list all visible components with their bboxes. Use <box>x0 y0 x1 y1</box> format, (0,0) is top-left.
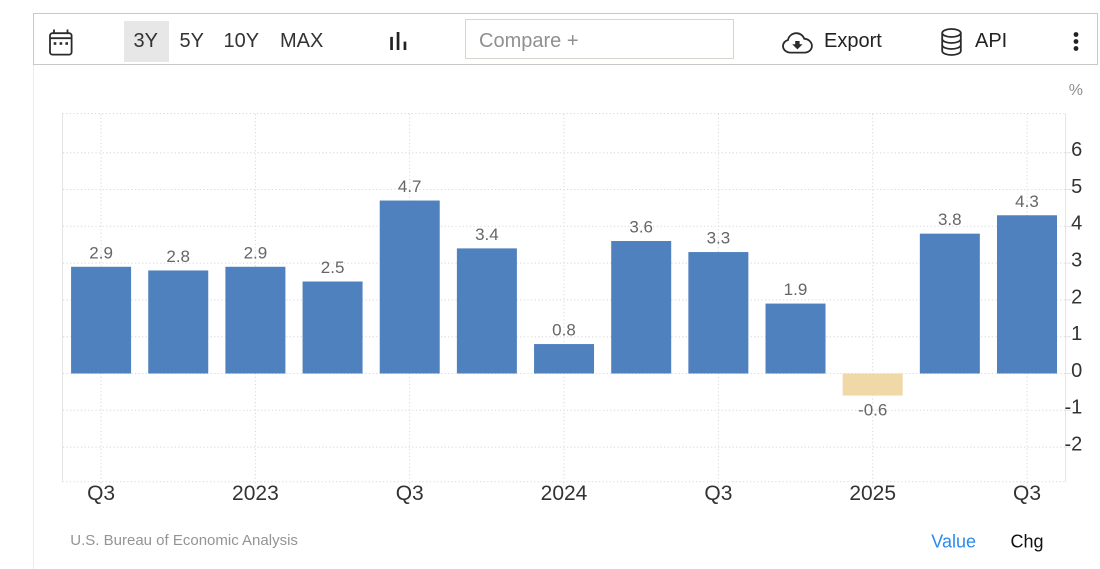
svg-text:2023: 2023 <box>232 482 279 505</box>
svg-text:3.3: 3.3 <box>707 229 731 248</box>
svg-text:Value: Value <box>931 532 976 552</box>
svg-text:5: 5 <box>1071 176 1082 198</box>
svg-text:3.6: 3.6 <box>629 218 653 237</box>
svg-text:-1: -1 <box>1065 397 1083 419</box>
svg-text:3.8: 3.8 <box>938 210 962 229</box>
svg-text:2024: 2024 <box>541 482 588 505</box>
svg-text:4.7: 4.7 <box>398 177 422 196</box>
svg-text:Q3: Q3 <box>396 482 424 505</box>
svg-text:3.4: 3.4 <box>475 225 499 244</box>
svg-text:2.8: 2.8 <box>166 247 190 266</box>
svg-text:-0.6: -0.6 <box>858 401 887 420</box>
svg-text:0: 0 <box>1071 360 1082 382</box>
svg-text:3: 3 <box>1071 250 1082 272</box>
svg-text:4.3: 4.3 <box>1015 192 1039 211</box>
svg-text:Q3: Q3 <box>87 482 115 505</box>
svg-text:2.5: 2.5 <box>321 258 345 277</box>
svg-text:2: 2 <box>1071 286 1082 308</box>
svg-text:1: 1 <box>1071 323 1082 345</box>
svg-text:0.8: 0.8 <box>552 321 576 340</box>
svg-text:6: 6 <box>1071 139 1082 161</box>
svg-text:-2: -2 <box>1065 434 1083 456</box>
svg-text:1.9: 1.9 <box>784 280 808 299</box>
svg-text:Q3: Q3 <box>1013 482 1041 505</box>
svg-text:2.9: 2.9 <box>244 243 268 262</box>
svg-text:U.S. Bureau of Economic Analys: U.S. Bureau of Economic Analysis <box>70 532 298 549</box>
svg-text:Q3: Q3 <box>704 482 732 505</box>
svg-text:Chg: Chg <box>1010 532 1043 552</box>
svg-text:4: 4 <box>1071 213 1082 235</box>
svg-text:2025: 2025 <box>849 482 896 505</box>
svg-text:2.9: 2.9 <box>89 243 113 262</box>
svg-text:%: % <box>1069 82 1083 99</box>
